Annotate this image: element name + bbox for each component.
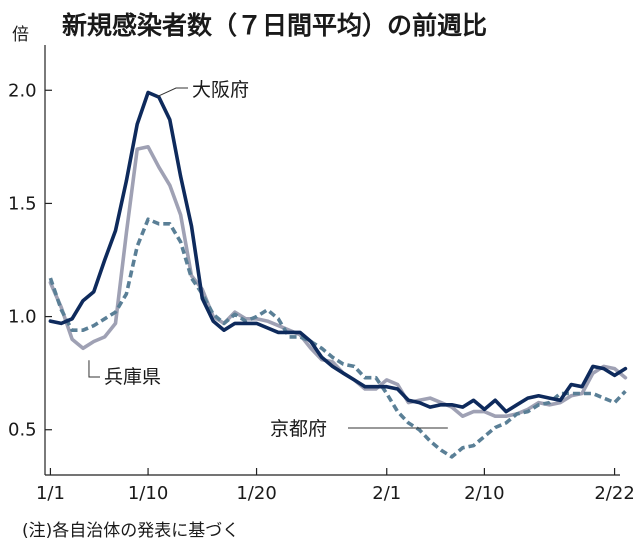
x-axis-ticks: 1/1 1/10 1/20 2/1 2/10 2/22 (36, 468, 635, 504)
label-leader-line (157, 87, 188, 97)
x-tick-label: 2/1 (372, 483, 401, 504)
source-note: (注)各自治体の発表に基づく (22, 521, 239, 541)
series-line-hyogo (48, 145, 628, 418)
y-axis-unit: 倍 (12, 25, 29, 45)
y-tick-label: 1.0 (8, 307, 37, 328)
x-tick-label: 1/1 (36, 483, 65, 504)
y-axis-ticks: 0.5 1.0 1.5 2.0 (8, 80, 52, 441)
series-line-kyoto (48, 217, 627, 459)
x-tick-label: 2/10 (464, 483, 504, 504)
series-line-osaka (48, 90, 628, 414)
series-label-kyoto: 京都府 (270, 418, 327, 440)
series-layer (48, 90, 628, 459)
x-tick-label: 2/22 (594, 483, 634, 504)
chart-title: 新規感染者数（７日間平均）の前週比 (62, 11, 487, 40)
series-label-osaka: 大阪府 (192, 79, 249, 101)
x-tick-label: 1/20 (236, 483, 276, 504)
y-tick-label: 1.5 (8, 193, 37, 214)
y-tick-label: 0.5 (8, 420, 37, 441)
series-label-hyogo: 兵庫県 (104, 366, 161, 388)
x-tick-label: 1/10 (128, 483, 168, 504)
y-tick-label: 2.0 (8, 80, 37, 101)
label-leader-line (88, 360, 100, 378)
